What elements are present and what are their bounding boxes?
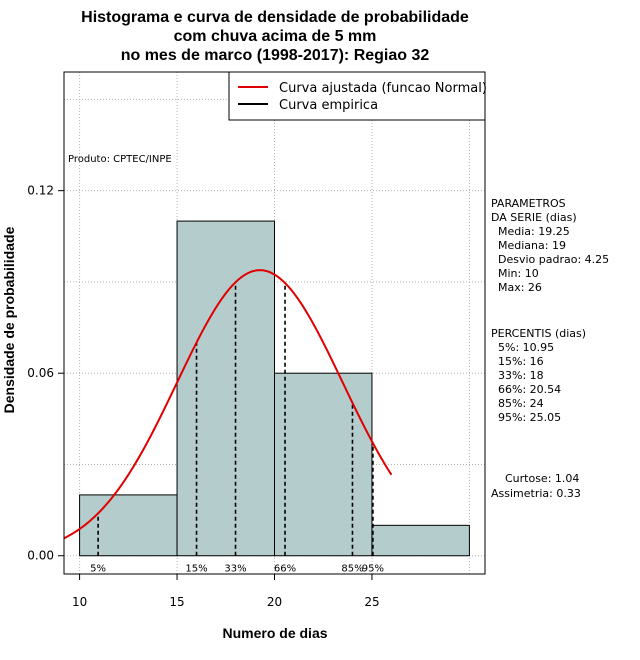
percentis-line-5: 66%: 20.54 <box>491 383 561 396</box>
normal-curve-line <box>64 269 393 540</box>
skewness-label: Assimetria: 0.33 <box>491 487 581 500</box>
histogram-bar-0 <box>79 494 178 557</box>
percentis-line-4: 33%: 18 <box>491 369 544 382</box>
params-line-5: Desvio padrao: 4.25 <box>491 253 609 266</box>
params-line-4: Mediana: 19 <box>491 239 566 252</box>
histogram-bars <box>79 220 470 557</box>
legend-box <box>228 71 486 121</box>
percentile-label-1: 15% <box>185 564 207 575</box>
producer-note: Produto: CPTEC/INPE <box>68 154 172 165</box>
params-line-2: DA SERIE (dias) <box>491 211 577 224</box>
percentis-line-7: 95%: 25.05 <box>491 411 561 424</box>
x-tick-label-3: 25 <box>364 595 379 609</box>
legend: Curva ajustada (funcao Normal) Curva emp… <box>228 71 487 121</box>
params-line-7: Max: 26 <box>491 281 542 294</box>
legend-empirical-label: Curva empirica <box>279 98 378 113</box>
chart-title-line-1: Histograma e curva de densidade de proba… <box>81 9 469 26</box>
y-axis-title: Densidade de probabilidade <box>1 226 17 413</box>
percentile-label-5: 95% <box>362 564 384 575</box>
percentiles-panel: PERCENTIS (dias) 5%: 10.95 15%: 16 33%: … <box>491 327 586 424</box>
y-tick-label-0: 0.00 <box>27 549 54 563</box>
chart-title-line-2: com chuva acima de 5 mm <box>174 28 377 45</box>
chart-title-line-3: no mes de marco (1998-2017): Regiao 32 <box>121 47 430 64</box>
histogram-bar-1 <box>176 220 275 557</box>
curves <box>64 269 393 540</box>
x-tick-label-2: 20 <box>267 595 282 609</box>
histogram-bar-2 <box>274 372 373 557</box>
percentile-label-3: 66% <box>274 564 296 575</box>
x-tick-label-0: 10 <box>72 595 87 609</box>
percentis-line-1: PERCENTIS (dias) <box>491 327 586 340</box>
percentile-label-4: 85% <box>341 564 363 575</box>
x-axis-title: Numero de dias <box>222 625 327 641</box>
histogram-bar-3 <box>371 524 470 557</box>
kurtosis-label: Curtose: 1.04 <box>491 472 579 485</box>
percentile-label-2: 33% <box>224 564 246 575</box>
y-tick-label-2: 0.12 <box>27 184 54 198</box>
percentile-lines: 5% 15% 33% 66% 85%95% <box>90 282 384 575</box>
x-tick-label-1: 15 <box>169 595 184 609</box>
axes: 10 15 20 25 0.00 0.06 0.12 <box>27 184 379 609</box>
percentile-label-0: 5% <box>90 564 106 575</box>
percentis-line-6: 85%: 24 <box>491 397 544 410</box>
percentis-line-2: 5%: 10.95 <box>491 341 554 354</box>
y-tick-label-1: 0.06 <box>27 366 54 380</box>
legend-normal-label: Curva ajustada (funcao Normal) <box>279 81 487 96</box>
params-line-1: PARAMETROS <box>491 197 566 210</box>
series-parameters-panel: PARAMETROS DA SERIE (dias) Media: 19.25 … <box>491 197 609 294</box>
params-line-3: Media: 19.25 <box>491 225 570 238</box>
percentis-line-3: 15%: 16 <box>491 355 544 368</box>
shape-statistics-panel: Curtose: 1.04 Assimetria: 0.33 <box>491 472 581 500</box>
params-line-6: Min: 10 <box>491 267 539 280</box>
